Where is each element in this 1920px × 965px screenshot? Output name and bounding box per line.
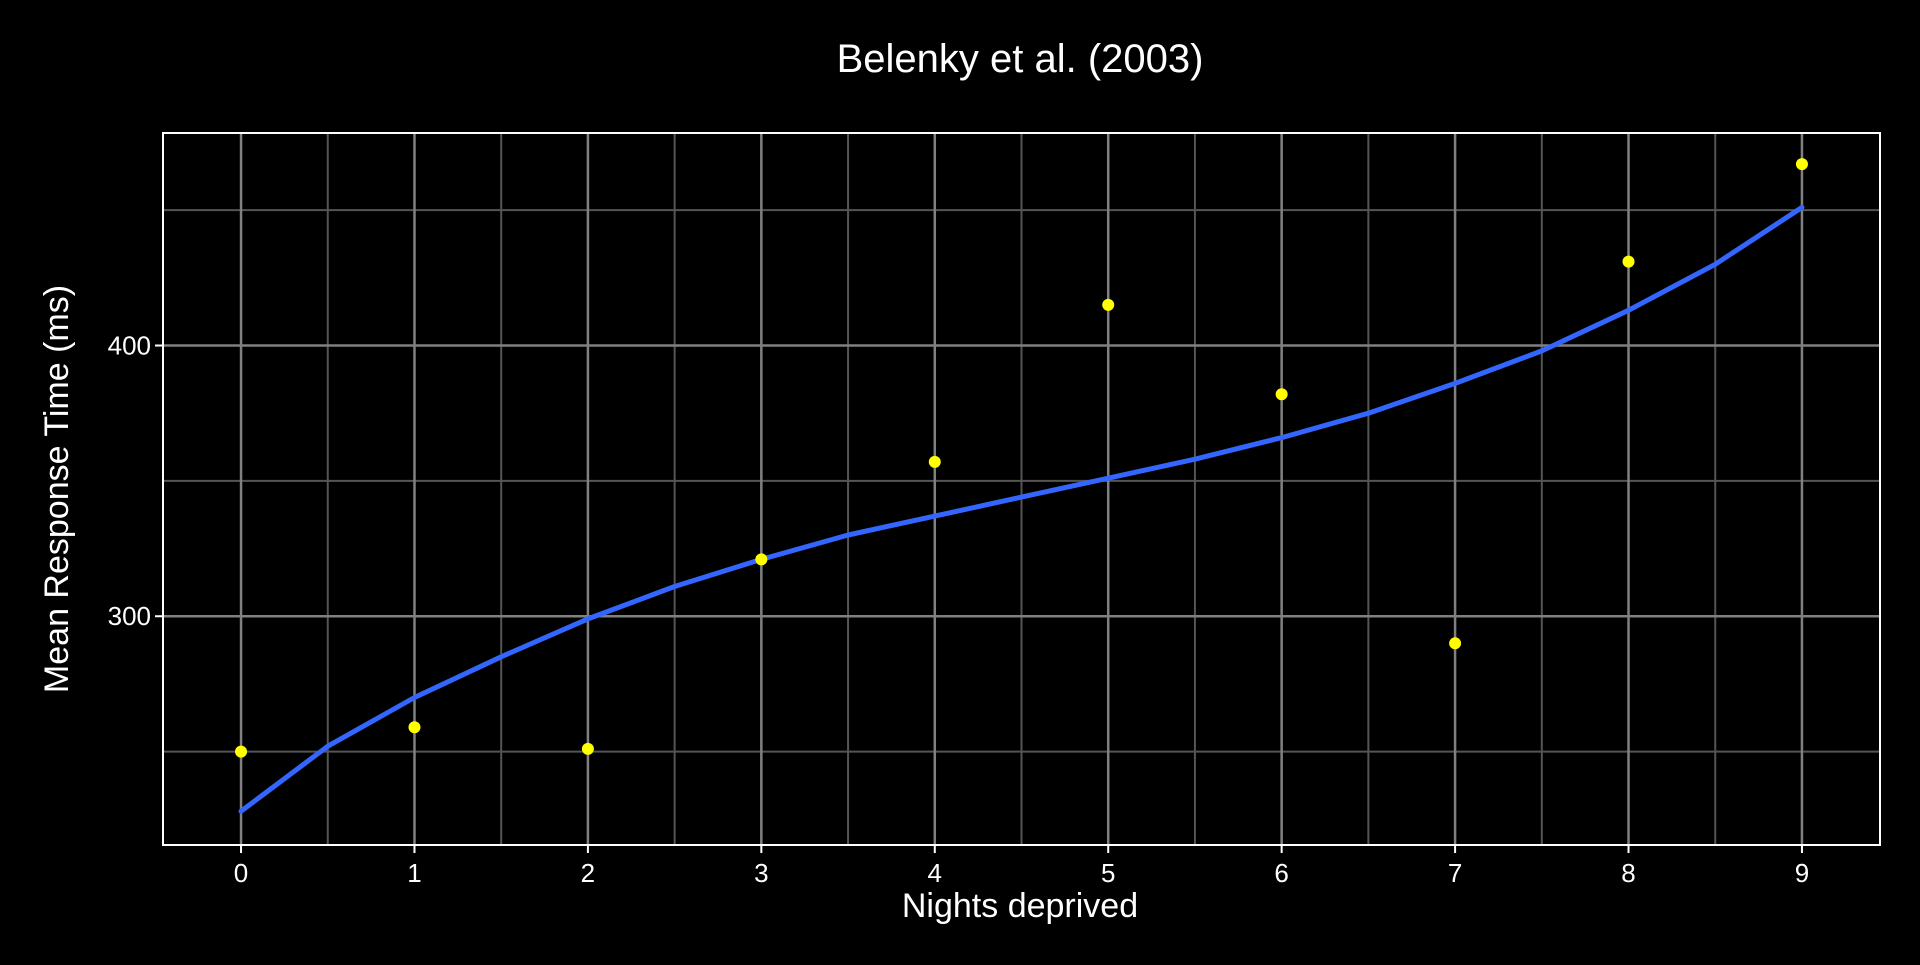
data-point xyxy=(408,721,421,734)
points-layer xyxy=(235,158,1808,758)
x-tick-label: 3 xyxy=(754,858,768,888)
fit-line xyxy=(238,204,1805,814)
data-point xyxy=(1102,298,1115,311)
data-point xyxy=(1449,637,1462,650)
tick-labels: 0 1 2 3 4 5 6 7 8 9 300 400 xyxy=(108,331,1810,888)
x-tick-label: 8 xyxy=(1621,858,1635,888)
x-tick-label: 6 xyxy=(1274,858,1288,888)
x-tick-label: 0 xyxy=(234,858,248,888)
y-axis-label: Mean Response Time (ms) xyxy=(38,285,76,693)
data-point xyxy=(1622,255,1635,268)
x-tick-label: 4 xyxy=(928,858,942,888)
data-point xyxy=(755,553,768,566)
data-point xyxy=(581,742,594,755)
x-tick-label: 9 xyxy=(1795,858,1809,888)
x-tick-label: 1 xyxy=(407,858,421,888)
grid xyxy=(163,133,1880,845)
chart-title: Belenky et al. (2003) xyxy=(837,37,1204,81)
data-point xyxy=(1275,388,1288,401)
panel-border xyxy=(162,132,1881,846)
data-point xyxy=(235,745,248,758)
x-tick-label: 5 xyxy=(1101,858,1115,888)
x-tick-label: 2 xyxy=(581,858,595,888)
fit-line-layer xyxy=(238,204,1805,814)
x-axis-label: Nights deprived xyxy=(902,887,1138,925)
y-tick-label: 300 xyxy=(108,601,151,631)
y-tick-label: 400 xyxy=(108,331,151,361)
data-point xyxy=(928,455,941,468)
x-tick-label: 7 xyxy=(1448,858,1462,888)
data-point xyxy=(1795,158,1808,171)
